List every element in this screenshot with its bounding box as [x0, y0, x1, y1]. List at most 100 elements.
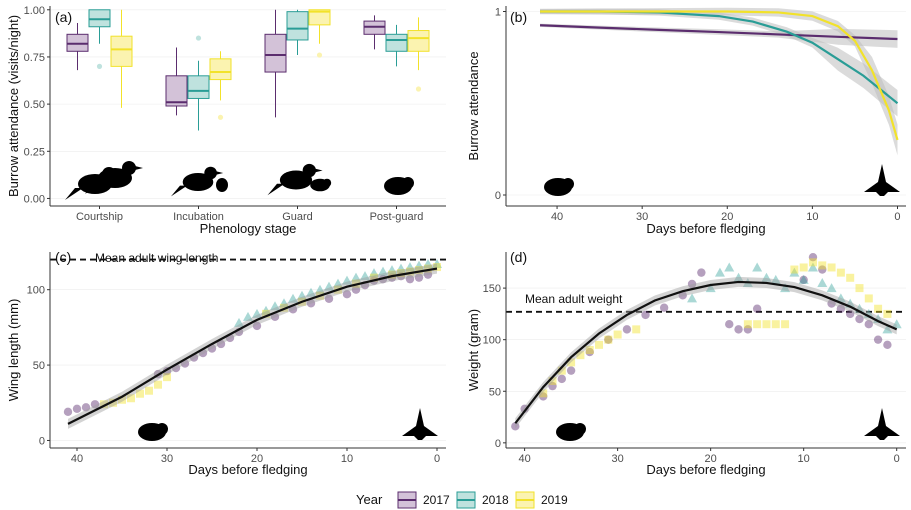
- c-point-2018: [234, 317, 244, 327]
- c-point-2019: [163, 373, 171, 382]
- b-line-2017: [539, 24, 898, 41]
- d-point-2017: [659, 303, 669, 312]
- d-point-2017: [799, 275, 808, 285]
- d-point-2017: [855, 314, 864, 324]
- d-point-2017: [725, 320, 734, 329]
- c-xtick-label: 10: [341, 453, 353, 465]
- c-point-2017: [423, 270, 433, 279]
- a-box-2017-courtship: [66, 22, 89, 71]
- c-xtick-label: 40: [71, 453, 83, 465]
- a-ytick-label: 0.25: [24, 146, 45, 158]
- panel-a-x-ticks: Courtship Incubation Guard Post-guard: [76, 206, 423, 223]
- d-point-2017: [548, 381, 557, 391]
- d-point-2019: [874, 304, 883, 313]
- a-box-body: [264, 33, 287, 73]
- d-point-2017: [539, 392, 548, 401]
- c-point-2019: [262, 309, 270, 318]
- a-box-2019-guard: [308, 9, 331, 58]
- d-point-2017: [845, 309, 855, 319]
- d-point-2017: [818, 265, 827, 274]
- legend-label-2018: 2018: [482, 493, 509, 507]
- d-point-2017: [557, 374, 567, 384]
- c-point-2019: [109, 398, 117, 407]
- a-xtick-label: Courtship: [76, 211, 123, 223]
- fledgling-icon: [402, 408, 438, 440]
- fledgling-icon: [864, 408, 900, 440]
- d-point-2017: [836, 304, 846, 313]
- a-outlier: [415, 86, 422, 92]
- c-point-2019: [406, 267, 414, 276]
- d-point-2017: [697, 268, 706, 277]
- legend-title: Year: [356, 492, 383, 507]
- a-xtick-label: Post-guard: [370, 211, 424, 223]
- b-ytick-label: 1: [495, 7, 501, 19]
- c-point-2018: [405, 262, 415, 272]
- panel-b-y-ticks: 01: [495, 7, 506, 202]
- c-point-2019: [154, 380, 162, 389]
- panel-c-points: [63, 259, 442, 417]
- panel-c-y-ticks: 0 50 100: [27, 285, 50, 447]
- chick-icon: [556, 423, 586, 441]
- c-point-2019: [145, 386, 153, 395]
- legend-label-2019: 2019: [541, 493, 568, 507]
- c-xtick-label: 0: [434, 453, 440, 465]
- d-ytick-label: 150: [483, 283, 501, 295]
- c-point-2018: [315, 284, 325, 294]
- d-point-2017: [883, 340, 892, 350]
- d-point-2017: [734, 325, 743, 334]
- a-outlier: [217, 114, 224, 120]
- panel-b-silhouettes: [544, 164, 900, 196]
- d-point-2017: [678, 291, 687, 300]
- d-ytick-label: 50: [489, 386, 501, 398]
- a-box-2017-incubation: [165, 47, 188, 116]
- d-point-2018: [687, 293, 698, 303]
- c-ytick-label: 50: [33, 360, 45, 372]
- c-point-2018: [351, 272, 361, 282]
- d-point-2018: [826, 283, 837, 293]
- c-point-2018: [324, 281, 334, 291]
- d-point-2018: [789, 267, 800, 277]
- b-xtick-label: 0: [894, 211, 900, 223]
- a-box-body: [165, 75, 188, 107]
- guard-chick-icon: [310, 178, 332, 192]
- d-point-2019: [539, 389, 548, 398]
- d-point-2018: [714, 267, 725, 277]
- d-point-2019: [818, 261, 827, 270]
- d-point-2018: [798, 274, 809, 284]
- a-box-body: [286, 11, 309, 41]
- c-point-2018: [252, 308, 262, 318]
- a-outlier: [316, 52, 323, 58]
- panel-a-label: (a): [55, 9, 72, 25]
- c-point-2019: [127, 394, 135, 403]
- panel-d-silhouettes: [556, 408, 900, 441]
- c-fit-line: [67, 267, 438, 425]
- panel-a: (a) 0.00 0.25 0.50 0.75 1.00 Courtship Incuba…: [6, 5, 446, 236]
- panel-a-silhouettes: [65, 161, 414, 200]
- panel-c-x-title: Days before fledging: [188, 462, 307, 477]
- panel-d-fit: [514, 276, 898, 429]
- c-point-2019: [415, 266, 423, 275]
- c-point-2018: [369, 268, 379, 278]
- panel-d-y-ticks: 0 50 100 150: [483, 283, 506, 450]
- a-box-2018-courtship: [88, 9, 111, 69]
- d-point-2017: [687, 279, 697, 289]
- d-point-2017: [864, 320, 873, 329]
- d-point-2018: [733, 272, 744, 282]
- d-xtick-label: 10: [798, 453, 810, 465]
- d-point-2019: [855, 284, 864, 293]
- a-ytick-label: 0.00: [24, 193, 45, 205]
- d-xtick-label: 0: [894, 453, 900, 465]
- c-point-2018: [387, 265, 397, 275]
- b-line-2019: [540, 10, 899, 141]
- a-box-body: [308, 9, 331, 26]
- d-point-2019: [836, 268, 845, 277]
- panel-a-y-ticks: 0.00 0.25 0.50 0.75 1.00: [24, 5, 50, 205]
- c-point-2018: [261, 305, 271, 315]
- d-point-2018: [891, 319, 902, 329]
- c-point-2019: [397, 269, 405, 278]
- panel-b-label: (b): [510, 9, 527, 25]
- c-point-2018: [288, 293, 298, 303]
- egg-icon: [216, 178, 228, 192]
